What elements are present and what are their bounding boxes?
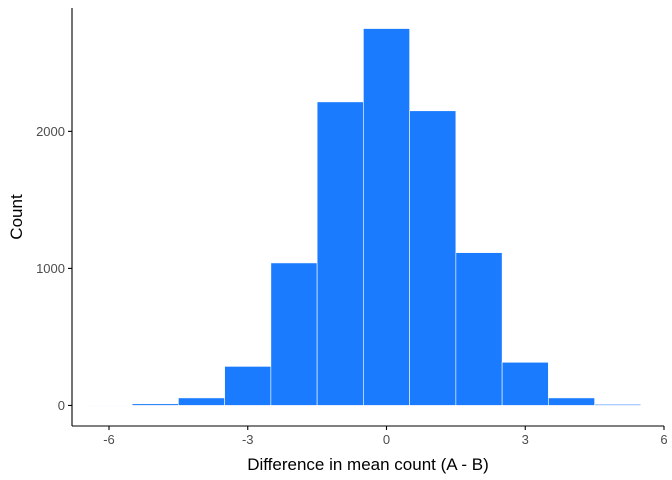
x-tick-label: -3 [242,432,254,447]
y-ticks-group: 0 1000 2000 [36,124,72,413]
x-axis-title: Difference in mean count (A - B) [247,455,489,474]
histogram-bar [501,361,549,406]
x-tick-label: -6 [103,432,115,447]
x-tick-label: 3 [522,432,529,447]
histogram-bar [270,262,318,406]
histogram-bar [178,397,225,406]
axes-group [71,8,664,427]
histogram-bar [409,110,457,406]
histogram-bar [85,404,133,406]
y-tick-label: 0 [58,398,65,413]
bars-group [85,28,642,406]
histogram-bar [131,403,179,406]
y-axis-title: Count [7,194,26,240]
x-ticks-group: -6 -3 0 3 6 [103,426,668,447]
histogram-bar [363,28,410,406]
histogram-bar [316,101,364,406]
y-tick-label: 2000 [36,124,65,139]
histogram-bar [594,404,642,406]
x-tick-label: 6 [660,432,667,447]
histogram-bar [548,397,595,406]
x-tick-label: 0 [383,432,390,447]
y-tick-label: 1000 [36,261,65,276]
histogram-bar [224,366,272,406]
histogram-bar [455,252,503,406]
